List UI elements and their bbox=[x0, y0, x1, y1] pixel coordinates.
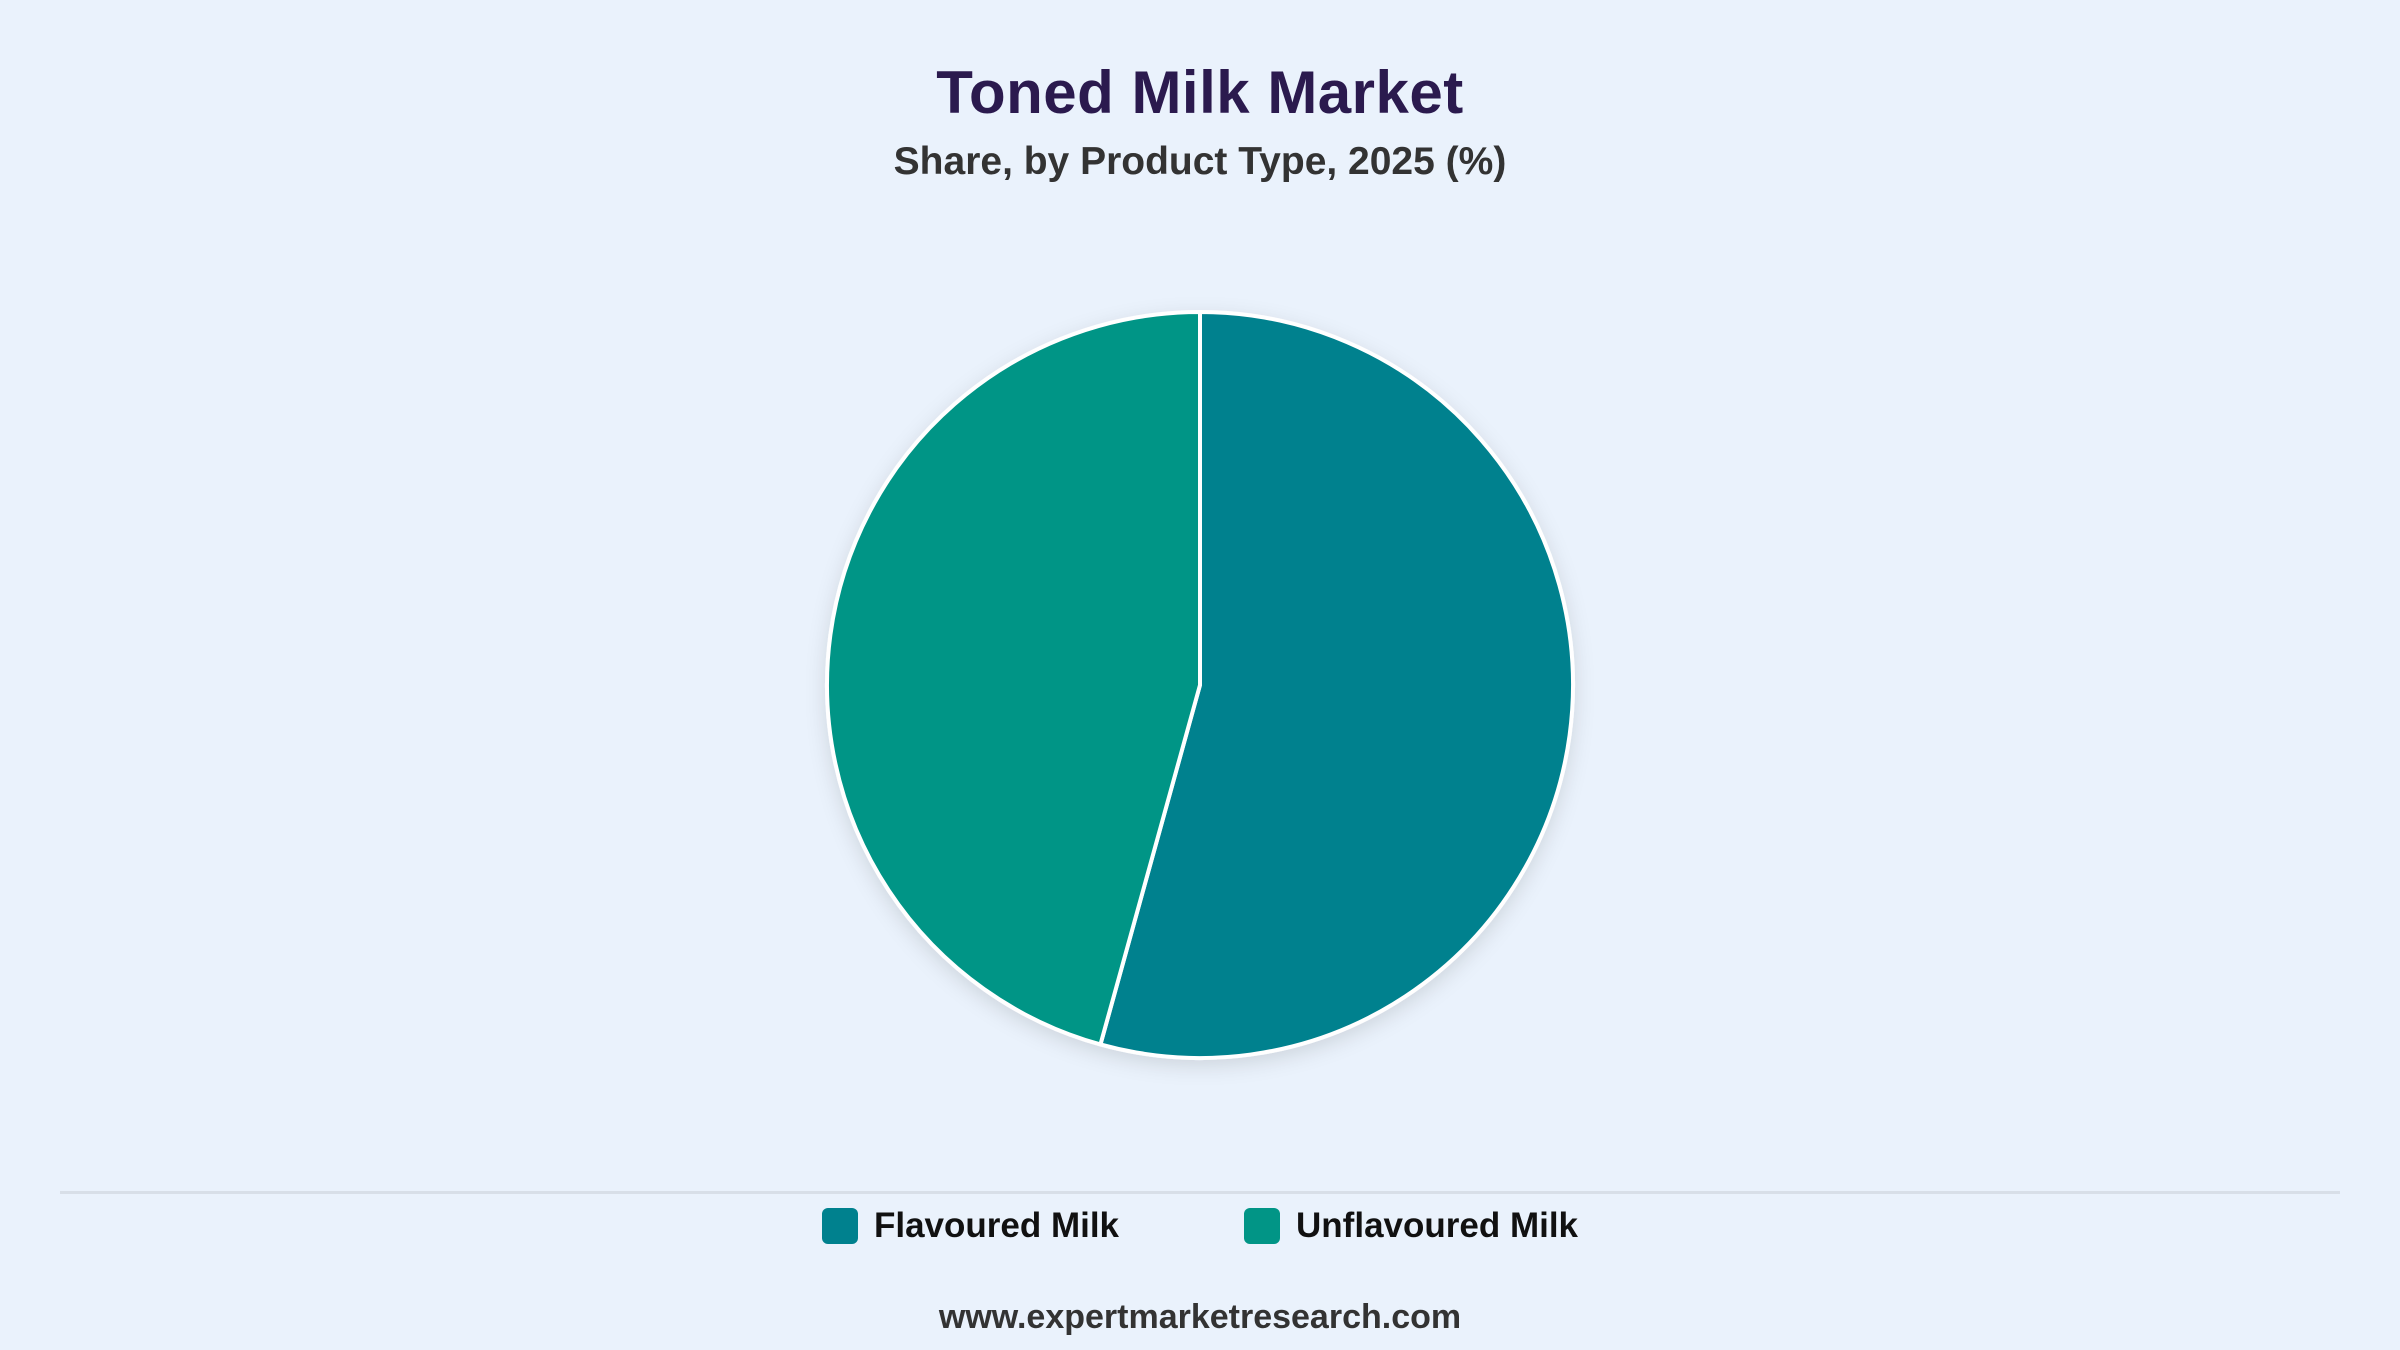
legend-label: Flavoured Milk bbox=[873, 1206, 1120, 1245]
source-url: www.expertmarketresearch.com bbox=[938, 1298, 1462, 1336]
pie-chart bbox=[825, 310, 1575, 1060]
legend-divider bbox=[60, 1191, 2340, 1194]
legend-item-flavoured-milk[interactable]: Flavoured Milk bbox=[821, 1206, 1120, 1246]
legend-label: Unflavoured Milk bbox=[1296, 1206, 1579, 1245]
legend-swatch-unflavoured-milk bbox=[1244, 1208, 1281, 1244]
pie-slice-unflavoured-milk[interactable] bbox=[825, 310, 1202, 1047]
pie-slice-flavoured-milk[interactable] bbox=[1098, 310, 1575, 1060]
legend-swatch-flavoured-milk bbox=[821, 1208, 858, 1244]
legend: Flavoured Milk Unflavoured Milk bbox=[0, 1206, 2400, 1246]
pie-slices bbox=[825, 310, 1575, 1060]
chart-subtitle: Share, by Product Type, 2025 (%) bbox=[893, 140, 1507, 183]
legend-item-unflavoured-milk[interactable]: Unflavoured Milk bbox=[1244, 1206, 1578, 1246]
chart-title: Toned Milk Market bbox=[936, 59, 1464, 126]
